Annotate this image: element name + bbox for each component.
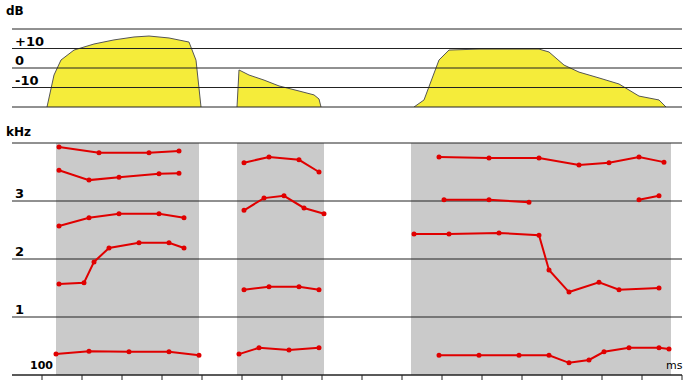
html-text:kHz: kHz — [6, 125, 31, 139]
svg-text:-10: -10 — [15, 73, 39, 88]
svg-text:0: 0 — [15, 53, 24, 68]
html-text:dB: dB — [6, 4, 24, 18]
svg-text:+10: +10 — [15, 34, 44, 49]
svg-text:2: 2 — [15, 244, 24, 259]
svg-text:3: 3 — [15, 186, 24, 201]
html-text:100: 100 — [30, 359, 53, 372]
html-text:ms: ms — [666, 359, 683, 372]
svg-text:1: 1 — [15, 302, 24, 317]
